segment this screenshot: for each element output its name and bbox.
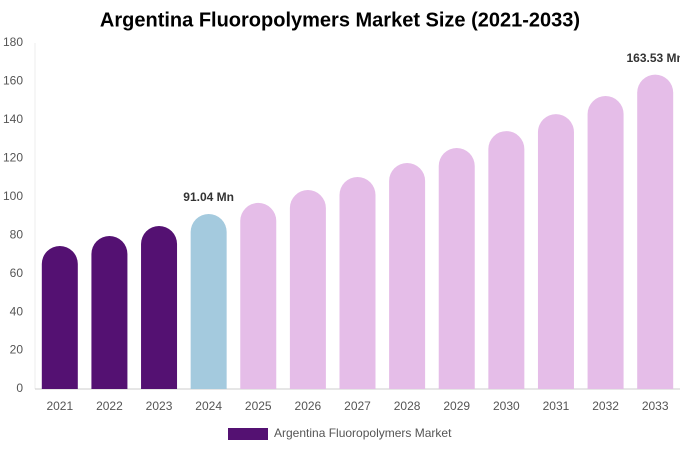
bar: [91, 235, 128, 389]
bar: [240, 202, 277, 389]
bar: [537, 114, 574, 389]
x-tick-label: 2024: [195, 399, 222, 413]
x-tick-label: 2029: [443, 399, 470, 413]
bar: [289, 190, 326, 389]
legend-label: Argentina Fluoropolymers Market: [274, 426, 452, 440]
y-tick-label: 60: [10, 266, 24, 280]
y-tick-label: 180: [3, 35, 23, 49]
y-tick-label: 140: [3, 112, 23, 126]
value-label: 163.53 Mn: [627, 51, 680, 65]
x-tick-label: 2027: [344, 399, 371, 413]
y-tick-label: 160: [3, 74, 23, 88]
y-tick-label: 20: [10, 343, 24, 357]
y-tick-label: 100: [3, 189, 23, 203]
legend-swatch: [228, 428, 268, 440]
bar: [438, 147, 475, 389]
x-tick-label: 2031: [543, 399, 570, 413]
bar: [389, 162, 426, 389]
x-tick-label: 2030: [493, 399, 520, 413]
x-tick-label: 2023: [146, 399, 173, 413]
chart-title: Argentina Fluoropolymers Market Size (20…: [100, 9, 580, 31]
x-tick-label: 2025: [245, 399, 272, 413]
x-tick-label: 2028: [394, 399, 421, 413]
bar: [488, 131, 525, 390]
bar: [190, 214, 227, 389]
y-tick-label: 40: [10, 304, 24, 318]
x-tick-label: 2033: [642, 399, 669, 413]
bar: [141, 226, 178, 389]
y-tick-label: 120: [3, 151, 23, 165]
bar: [587, 96, 624, 389]
x-tick-label: 2026: [295, 399, 322, 413]
bar: [41, 245, 78, 389]
x-tick-label: 2032: [592, 399, 619, 413]
x-tick-label: 2022: [96, 399, 123, 413]
y-tick-label: 0: [16, 381, 23, 395]
y-tick-label: 80: [10, 227, 24, 241]
x-tick-label: 2021: [46, 399, 73, 413]
bar: [339, 176, 376, 389]
value-label: 91.04 Mn: [183, 190, 234, 204]
bar: [637, 74, 674, 389]
